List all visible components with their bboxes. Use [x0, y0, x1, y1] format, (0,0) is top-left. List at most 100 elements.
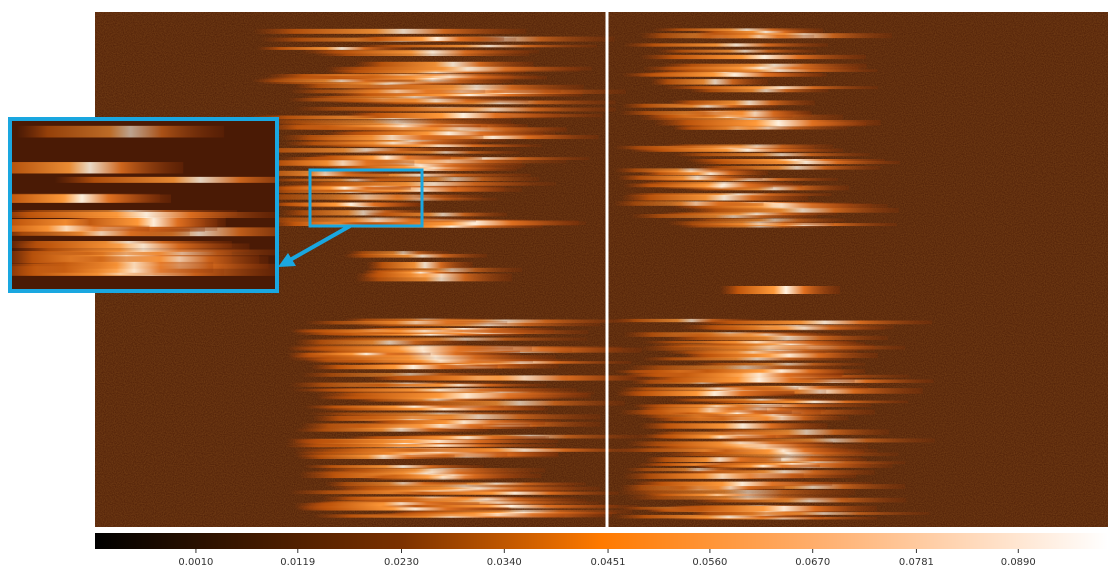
spectrum-trace [355, 273, 513, 282]
spectrum-trace [699, 484, 906, 489]
spectrum-trace [268, 178, 429, 182]
spectrum-trace [693, 320, 933, 325]
spectrum-trace [312, 144, 542, 147]
spectrum-trace [304, 405, 504, 409]
spectrum-trace [288, 345, 532, 351]
colorbar-tick-label: 0.0340 [487, 557, 522, 568]
spectrum-trace [269, 122, 515, 126]
spectrum-trace [65, 216, 226, 227]
spectrum-trace [642, 66, 859, 71]
zoom-arrowhead [278, 253, 296, 267]
spectrum-trace [690, 497, 907, 503]
spectrum-trace [386, 375, 637, 381]
spectrum-trace [705, 326, 885, 331]
spectrum-trace [301, 95, 508, 99]
spectrum-trace [694, 512, 930, 515]
colorbar-tick-label: 0.0560 [692, 557, 727, 568]
spectrum-trace [621, 195, 809, 201]
spectrum-trace [626, 441, 834, 447]
spectrum-trace [391, 509, 633, 514]
colorbar-tick-label: 0.0451 [591, 557, 626, 568]
spectrum-trace [670, 505, 877, 512]
spectrum-trace [667, 221, 835, 226]
spectrum-trace [657, 49, 817, 53]
spectrum-trace [632, 481, 833, 487]
spectrum-trace [375, 501, 600, 504]
spectrum-trace [322, 98, 529, 103]
spectrum-trace [630, 148, 844, 152]
spectrum-trace [686, 159, 885, 162]
spectrum-trace [644, 457, 782, 463]
spectrum-trace [343, 253, 487, 258]
spectrum-trace [356, 44, 598, 48]
spectrum-trace [329, 127, 567, 131]
spectrum-trace [288, 89, 486, 94]
spectrum-trace [345, 84, 584, 91]
inset-frame [8, 117, 279, 293]
inset-streaks [12, 125, 275, 276]
spectrum-trace [340, 221, 586, 225]
spectrum-trace [625, 467, 758, 472]
spectrum-trace [253, 194, 459, 200]
spectrum-trace [619, 387, 799, 390]
spectrum-trace [12, 193, 160, 202]
spectrum-trace [663, 144, 834, 148]
spectrum-trace [280, 210, 432, 216]
spectrum-trace [308, 155, 451, 160]
spectrum-trace [317, 407, 548, 411]
spectrum-trace [691, 34, 815, 39]
spectrum-trace [628, 146, 815, 151]
spectrum-trace [301, 372, 500, 377]
spectrum-trace [287, 352, 431, 358]
spectrum-trace [300, 444, 556, 447]
colorbar-tick-label: 0.0119 [280, 557, 315, 568]
spectrum-trace [653, 435, 776, 439]
spectrum-trace [310, 364, 498, 370]
spectrum-trace [658, 372, 842, 377]
spectrum-trace [289, 329, 536, 333]
spectrum-trace [331, 423, 530, 428]
spectrum-trace [705, 429, 890, 435]
spectrum-trace [364, 212, 508, 217]
inset [8, 117, 279, 293]
spectrum-trace [371, 436, 546, 440]
spectrum-trace [720, 286, 840, 294]
spectrum-trace [376, 448, 645, 452]
spectrum-trace [695, 30, 824, 35]
spectrum-trace [350, 498, 587, 503]
spectrum-trace [640, 170, 769, 176]
spectrum-trace [347, 251, 449, 255]
spectrum-trace [664, 485, 785, 490]
spectrum-trace [366, 267, 522, 273]
spectrum-trace [664, 351, 826, 354]
spectrum-trace [361, 475, 510, 480]
spectrum-trace [13, 243, 250, 252]
spectrum-trace [253, 28, 527, 34]
spectrum-trace [37, 261, 214, 273]
spectrum-trace [303, 159, 567, 164]
spectrum-trace [663, 86, 878, 90]
spectrum-trace [639, 407, 768, 413]
spectrum-trace [241, 148, 469, 153]
spectrum-trace [326, 166, 522, 170]
spectrum-trace [688, 218, 846, 222]
spectrum-trace [12, 162, 184, 174]
spectrum-trace [653, 28, 824, 31]
spectrum-trace [678, 224, 827, 228]
spectrum-trace [622, 473, 804, 479]
spectrum-trace [694, 414, 838, 417]
spectrum-trace [342, 74, 538, 79]
spectrum-trace [304, 465, 484, 468]
spectrum-trace [689, 86, 829, 93]
spectrum-trace [366, 262, 473, 269]
spectrum-trace [255, 217, 477, 223]
spectrum-trace [624, 193, 832, 197]
spectrum-trace [673, 470, 875, 475]
spectrum-trace [653, 120, 881, 126]
spectrum-trace [661, 63, 867, 69]
spectrum-trace [639, 181, 793, 186]
spectrum-trace [54, 176, 275, 183]
spectrum-trace [12, 225, 150, 232]
colorbar [95, 533, 1108, 549]
